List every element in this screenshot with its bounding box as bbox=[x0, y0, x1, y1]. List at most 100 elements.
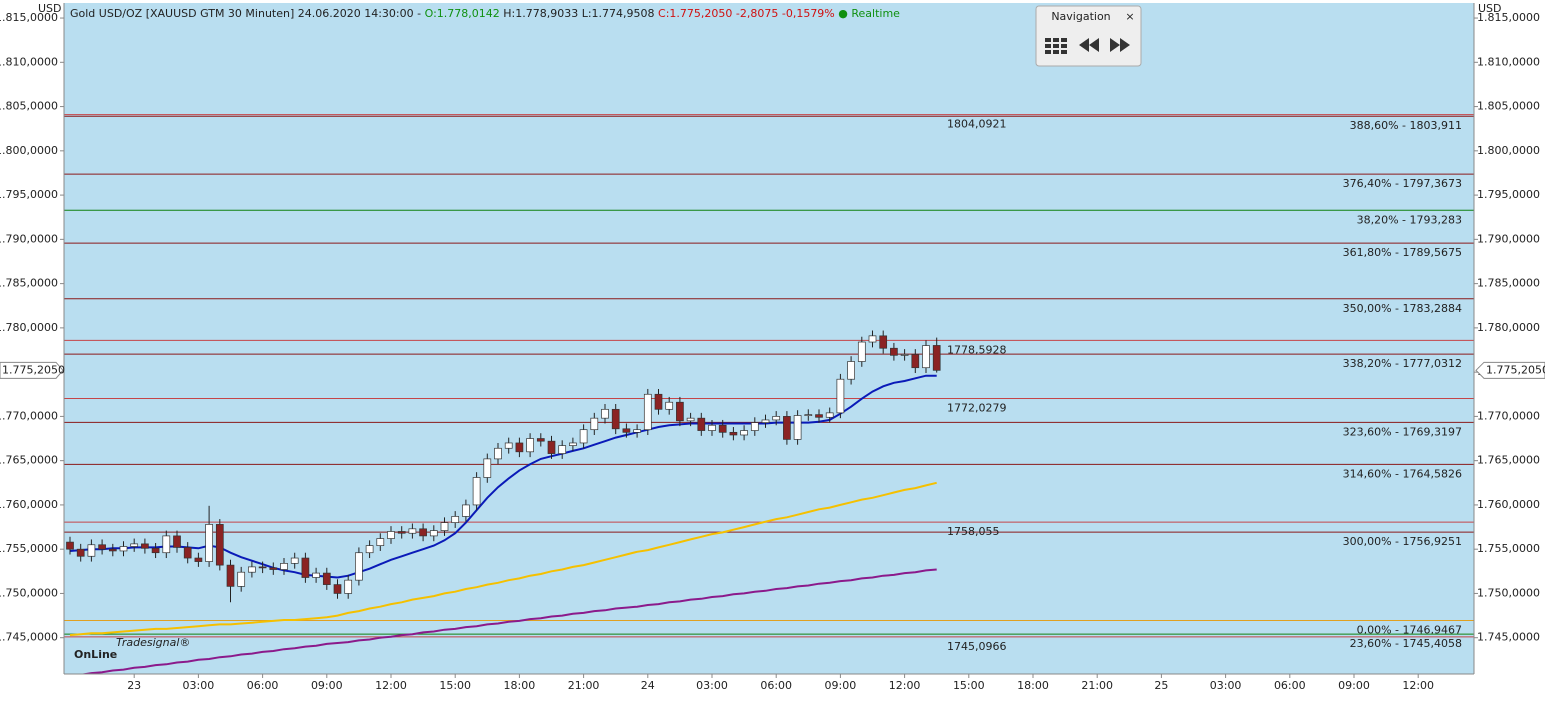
candle-body bbox=[922, 345, 930, 369]
level-label: 314,60% - 1764,5826 bbox=[1343, 467, 1462, 480]
candle-body bbox=[890, 347, 898, 356]
x-tick-label: 06:00 bbox=[760, 679, 792, 692]
candle-body bbox=[708, 424, 716, 431]
candle-body bbox=[451, 516, 460, 523]
y-tick-label: 1.810,0000 bbox=[0, 55, 58, 68]
header-part: H:1.778,9033 L:1.774,9508 bbox=[500, 7, 658, 20]
candle-body bbox=[183, 547, 192, 559]
x-tick-label: 18:00 bbox=[504, 679, 536, 692]
candle-body bbox=[333, 584, 342, 594]
scroll-strip[interactable] bbox=[1100, 695, 1474, 712]
candle-body bbox=[740, 430, 748, 436]
level-label: 388,60% - 1803,911 bbox=[1350, 119, 1462, 132]
candle-body bbox=[879, 335, 888, 349]
candle-body bbox=[483, 458, 492, 478]
x-tick-label: 03:00 bbox=[696, 679, 728, 692]
candle-body bbox=[173, 535, 181, 548]
candle-body bbox=[729, 431, 738, 436]
candle-body bbox=[654, 393, 663, 410]
candle-body bbox=[526, 438, 534, 453]
y-tick-label: 1.750,0000 bbox=[0, 586, 58, 599]
candle-body bbox=[772, 416, 781, 421]
indicator-line bbox=[69, 374, 937, 579]
candle-body bbox=[194, 557, 203, 562]
navigation-panel[interactable]: Navigation × bbox=[1035, 5, 1142, 67]
level-label: 338,20% - 1777,0312 bbox=[1343, 357, 1462, 370]
candle-body bbox=[301, 557, 310, 578]
level-label: 0,00% - 1746,9467 bbox=[1357, 623, 1462, 636]
y-tick-label: 1.745,0000 bbox=[0, 631, 58, 644]
y-tick-label: 1.745,0000 bbox=[1477, 631, 1540, 644]
candle-body bbox=[226, 564, 235, 587]
candle-body bbox=[579, 429, 588, 444]
y-tick-label: 1.785,0000 bbox=[1477, 277, 1540, 290]
candle-body bbox=[611, 408, 620, 430]
candle-body bbox=[676, 401, 684, 422]
last-price-label: 1.775,2050 bbox=[1486, 363, 1545, 376]
candle-body bbox=[622, 428, 631, 433]
candle-body bbox=[536, 438, 545, 442]
x-tick-label: 09:00 bbox=[825, 679, 857, 692]
candle-body bbox=[76, 548, 85, 557]
candle-body bbox=[355, 552, 363, 581]
left-unit: USD bbox=[38, 2, 62, 15]
candle-body bbox=[911, 354, 920, 369]
candle-body bbox=[66, 541, 74, 550]
y-tick-label: 1.810,0000 bbox=[1477, 55, 1540, 68]
x-tick-label: 12:00 bbox=[375, 679, 407, 692]
forward-icon[interactable] bbox=[1110, 38, 1130, 52]
x-tick-label: 15:00 bbox=[953, 679, 985, 692]
candle-body bbox=[419, 528, 427, 537]
navigation-title: Navigation bbox=[1051, 10, 1110, 23]
x-tick-label: 18:00 bbox=[1017, 679, 1049, 692]
candle-body bbox=[344, 579, 353, 594]
candle-body bbox=[665, 401, 674, 410]
candle-body bbox=[697, 417, 706, 431]
grid-icon[interactable] bbox=[1045, 38, 1067, 54]
x-tick-label: 12:00 bbox=[889, 679, 921, 692]
candle-body bbox=[590, 417, 599, 431]
candle-body bbox=[515, 442, 524, 453]
y-tick-label: 1.800,0000 bbox=[0, 144, 58, 157]
candle-body bbox=[280, 562, 288, 570]
x-tick-label: 23 bbox=[127, 679, 141, 692]
candle-body bbox=[643, 393, 652, 431]
candle-body bbox=[633, 429, 641, 433]
navigation-close[interactable]: × bbox=[1125, 10, 1134, 23]
plot-area bbox=[64, 3, 1474, 674]
last-price-tag bbox=[0, 361, 64, 379]
indicator-line bbox=[79, 568, 937, 674]
level-label: 350,00% - 1783,2884 bbox=[1343, 302, 1462, 315]
candle-body bbox=[429, 530, 438, 537]
level-label: 23,60% - 1745,4058 bbox=[1350, 637, 1462, 650]
candle-body bbox=[900, 354, 909, 356]
x-tick-label: 06:00 bbox=[247, 679, 279, 692]
candle-body bbox=[569, 442, 577, 446]
y-tick-label: 1.770,0000 bbox=[0, 409, 58, 422]
x-tick-label: 21:00 bbox=[1081, 679, 1113, 692]
candle-body bbox=[141, 543, 149, 549]
candle-body bbox=[108, 548, 117, 552]
level-label: 38,20% - 1793,283 bbox=[1357, 213, 1462, 226]
candle-body bbox=[397, 531, 406, 534]
x-tick-label: 09:00 bbox=[1338, 679, 1370, 692]
logo-small: Tradesignal® bbox=[116, 636, 190, 649]
x-tick-label: 06:00 bbox=[1274, 679, 1306, 692]
y-tick-label: 1.790,0000 bbox=[1477, 232, 1540, 245]
level-label: 376,40% - 1797,3673 bbox=[1343, 177, 1462, 190]
candle-body bbox=[87, 544, 96, 557]
candle-body bbox=[237, 571, 246, 587]
candle-body bbox=[472, 477, 481, 506]
marker-label: 1772,0279 bbox=[947, 401, 1007, 414]
y-tick-label: 1.805,0000 bbox=[1477, 100, 1540, 113]
y-tick-label: 1.785,0000 bbox=[0, 277, 58, 290]
candle-body bbox=[440, 522, 449, 531]
candle-body bbox=[718, 424, 727, 433]
candle-body bbox=[151, 547, 160, 554]
candle-body bbox=[290, 557, 299, 564]
y-tick-label: 1.795,0000 bbox=[1477, 188, 1540, 201]
y-tick-label: 1.790,0000 bbox=[0, 232, 58, 245]
marker-label: 1804,0921 bbox=[947, 118, 1007, 131]
rewind-icon[interactable] bbox=[1079, 38, 1099, 52]
